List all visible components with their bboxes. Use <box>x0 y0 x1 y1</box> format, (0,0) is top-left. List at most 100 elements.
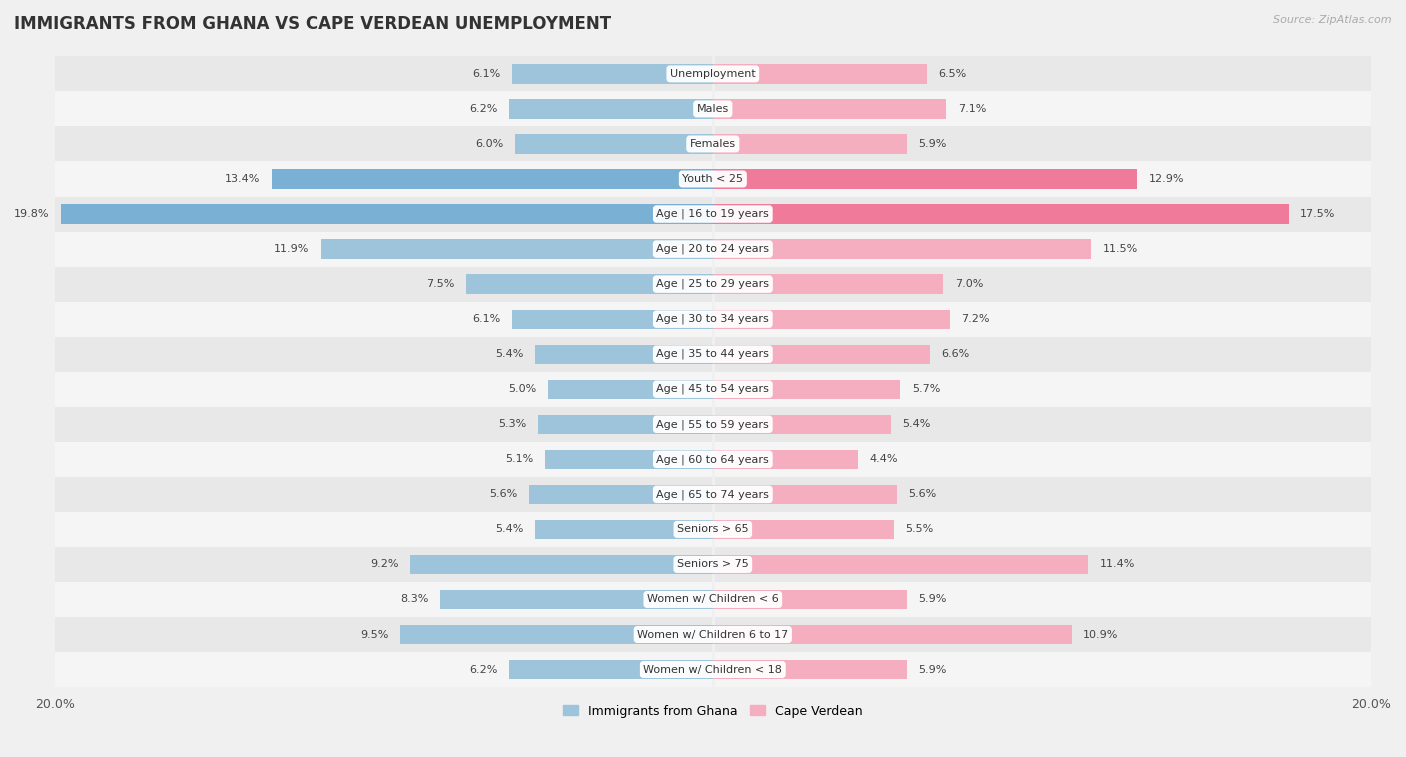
Text: 7.2%: 7.2% <box>962 314 990 324</box>
Bar <box>536 344 713 364</box>
Text: Age | 55 to 59 years: Age | 55 to 59 years <box>657 419 769 429</box>
Bar <box>509 99 713 119</box>
Bar <box>713 660 907 679</box>
Bar <box>538 415 713 434</box>
Bar <box>55 652 1371 687</box>
Text: Age | 16 to 19 years: Age | 16 to 19 years <box>657 209 769 220</box>
Text: 11.9%: 11.9% <box>274 244 309 254</box>
Text: 12.9%: 12.9% <box>1149 174 1184 184</box>
Text: 5.3%: 5.3% <box>499 419 527 429</box>
Text: 13.4%: 13.4% <box>225 174 260 184</box>
Bar <box>401 625 713 644</box>
Bar <box>713 134 907 154</box>
Text: 7.1%: 7.1% <box>957 104 987 114</box>
Text: 11.4%: 11.4% <box>1099 559 1135 569</box>
Bar <box>55 337 1371 372</box>
Text: 9.5%: 9.5% <box>360 630 388 640</box>
Text: Women w/ Children 6 to 17: Women w/ Children 6 to 17 <box>637 630 789 640</box>
Text: 6.2%: 6.2% <box>468 104 498 114</box>
Text: Source: ZipAtlas.com: Source: ZipAtlas.com <box>1274 15 1392 25</box>
Text: 5.4%: 5.4% <box>495 525 523 534</box>
Bar <box>529 484 713 504</box>
Text: 9.2%: 9.2% <box>370 559 398 569</box>
Bar <box>55 232 1371 266</box>
Text: 5.9%: 5.9% <box>918 665 946 674</box>
Bar <box>55 301 1371 337</box>
Bar <box>411 555 713 574</box>
Bar <box>516 134 713 154</box>
Text: 5.6%: 5.6% <box>489 489 517 500</box>
Bar <box>509 660 713 679</box>
Bar <box>536 520 713 539</box>
Text: Age | 65 to 74 years: Age | 65 to 74 years <box>657 489 769 500</box>
Bar <box>713 99 946 119</box>
Bar <box>62 204 713 223</box>
Text: Age | 60 to 64 years: Age | 60 to 64 years <box>657 454 769 465</box>
Bar <box>713 64 927 83</box>
Text: 8.3%: 8.3% <box>399 594 429 604</box>
Text: 7.5%: 7.5% <box>426 279 454 289</box>
Bar <box>55 512 1371 547</box>
Bar <box>713 344 929 364</box>
Bar <box>512 64 713 83</box>
Text: Females: Females <box>690 139 735 149</box>
Text: Age | 35 to 44 years: Age | 35 to 44 years <box>657 349 769 360</box>
Text: 6.6%: 6.6% <box>942 349 970 359</box>
Text: Age | 45 to 54 years: Age | 45 to 54 years <box>657 384 769 394</box>
Text: Age | 30 to 34 years: Age | 30 to 34 years <box>657 314 769 325</box>
Bar <box>321 239 713 259</box>
Bar <box>713 450 858 469</box>
Text: 5.0%: 5.0% <box>509 385 537 394</box>
Bar <box>548 379 713 399</box>
Text: Seniors > 75: Seniors > 75 <box>676 559 749 569</box>
Text: 17.5%: 17.5% <box>1301 209 1336 219</box>
Bar <box>713 239 1091 259</box>
Text: 10.9%: 10.9% <box>1083 630 1118 640</box>
Bar <box>55 161 1371 197</box>
Text: Unemployment: Unemployment <box>669 69 755 79</box>
Text: 5.9%: 5.9% <box>918 594 946 604</box>
Text: 5.4%: 5.4% <box>495 349 523 359</box>
Bar <box>440 590 713 609</box>
Text: 6.1%: 6.1% <box>472 69 501 79</box>
Text: 6.0%: 6.0% <box>475 139 503 149</box>
Bar <box>713 520 894 539</box>
Bar <box>713 415 890 434</box>
Bar <box>55 92 1371 126</box>
Bar <box>55 56 1371 92</box>
Bar <box>55 407 1371 442</box>
Text: 7.0%: 7.0% <box>955 279 983 289</box>
Bar <box>713 590 907 609</box>
Text: 4.4%: 4.4% <box>869 454 897 464</box>
Bar <box>713 625 1071 644</box>
Text: 19.8%: 19.8% <box>14 209 49 219</box>
Text: 5.6%: 5.6% <box>908 489 936 500</box>
Bar <box>713 170 1137 188</box>
Bar <box>55 582 1371 617</box>
Text: 5.7%: 5.7% <box>912 385 941 394</box>
Bar <box>55 617 1371 652</box>
Bar <box>271 170 713 188</box>
Text: 5.9%: 5.9% <box>918 139 946 149</box>
Text: Women w/ Children < 18: Women w/ Children < 18 <box>644 665 782 674</box>
Text: 5.5%: 5.5% <box>905 525 934 534</box>
Bar <box>55 547 1371 582</box>
Text: 6.5%: 6.5% <box>938 69 966 79</box>
Bar <box>713 555 1088 574</box>
Bar <box>713 379 900 399</box>
Bar <box>713 310 950 329</box>
Bar <box>55 477 1371 512</box>
Bar <box>713 275 943 294</box>
Text: 5.1%: 5.1% <box>505 454 533 464</box>
Text: 6.1%: 6.1% <box>472 314 501 324</box>
Text: Youth < 25: Youth < 25 <box>682 174 744 184</box>
Text: Age | 20 to 24 years: Age | 20 to 24 years <box>657 244 769 254</box>
Bar <box>713 204 1289 223</box>
Text: Males: Males <box>697 104 728 114</box>
Legend: Immigrants from Ghana, Cape Verdean: Immigrants from Ghana, Cape Verdean <box>558 699 868 723</box>
Bar <box>465 275 713 294</box>
Bar <box>55 266 1371 301</box>
Bar <box>713 484 897 504</box>
Text: Women w/ Children < 6: Women w/ Children < 6 <box>647 594 779 604</box>
Text: Age | 25 to 29 years: Age | 25 to 29 years <box>657 279 769 289</box>
